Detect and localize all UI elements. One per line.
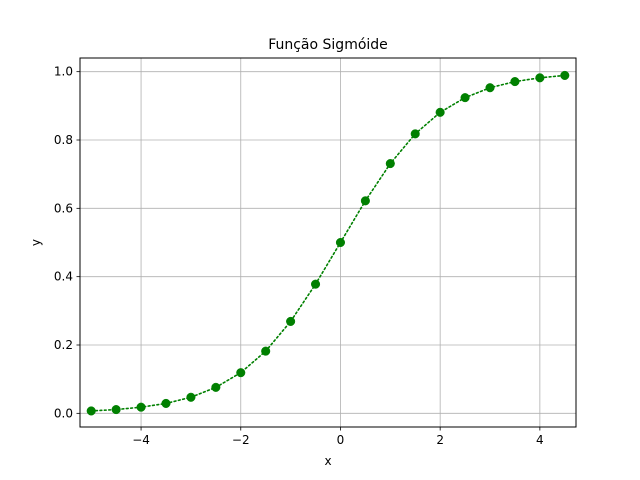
y-tick-label: 1.0 <box>54 65 73 79</box>
data-point <box>311 280 320 289</box>
data-point <box>261 347 270 356</box>
data-point <box>461 93 470 102</box>
data-point <box>336 238 345 247</box>
x-tick-label: 0 <box>337 433 345 447</box>
data-point <box>536 74 545 83</box>
data-point <box>560 71 569 80</box>
x-tick-label: −4 <box>132 433 150 447</box>
data-point <box>411 130 420 139</box>
data-point <box>236 368 245 377</box>
x-axis-label: x <box>324 454 331 468</box>
y-tick-label: 0.4 <box>54 270 73 284</box>
data-point <box>361 197 370 206</box>
y-tick-label: 0.2 <box>54 338 73 352</box>
y-axis-label: y <box>29 239 43 246</box>
x-tick-label: −2 <box>232 433 250 447</box>
y-tick-label: 0.8 <box>54 133 73 147</box>
y-tick-label: 0.0 <box>54 406 73 420</box>
data-point <box>436 108 445 117</box>
data-point <box>286 317 295 326</box>
data-point <box>137 403 146 412</box>
data-point <box>187 393 196 402</box>
data-point <box>212 383 221 392</box>
y-tick-label: 0.6 <box>54 201 73 215</box>
data-point <box>386 159 395 168</box>
data-point <box>486 83 495 92</box>
data-point <box>511 77 520 86</box>
data-point <box>87 407 96 416</box>
chart-title: Função Sigmóide <box>268 37 388 53</box>
x-tick-label: 2 <box>436 433 444 447</box>
x-tick-label: 4 <box>536 433 544 447</box>
data-point <box>112 405 121 414</box>
data-point <box>162 399 171 408</box>
